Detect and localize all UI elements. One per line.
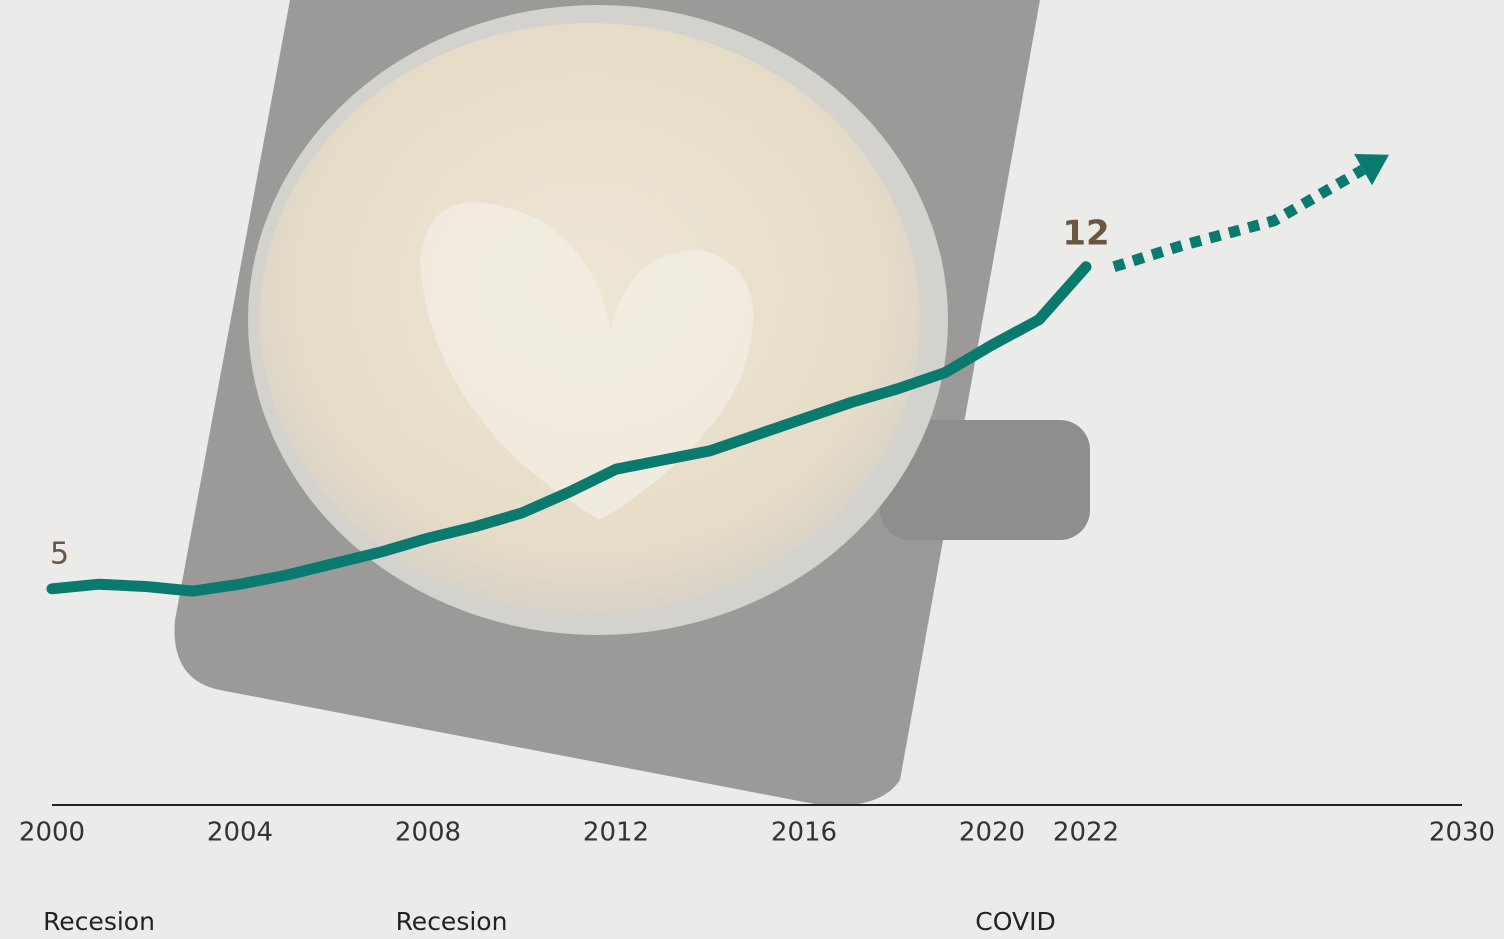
x-tick-label: 2004 [207, 818, 273, 848]
x-tick-label: 2030 [1429, 818, 1495, 848]
x-tick-label: 2022 [1053, 818, 1119, 848]
x-tick-label: 2000 [19, 818, 85, 848]
data-label: 5 [50, 536, 69, 571]
annotation: Recesion [43, 907, 155, 936]
cup-handle [880, 420, 1090, 540]
x-tick-label: 2008 [395, 818, 461, 848]
series-line [46, 261, 1092, 597]
data-label: 12 [1062, 213, 1109, 253]
projection-arrowhead [1354, 154, 1390, 186]
x-tick-label: 2012 [583, 818, 649, 848]
annotation: COVID [975, 907, 1055, 936]
annotation: Recesion [396, 907, 508, 936]
latte-art [420, 202, 754, 520]
x-tick-label: 2016 [771, 818, 837, 848]
x-tick-label: 2020 [959, 818, 1025, 848]
